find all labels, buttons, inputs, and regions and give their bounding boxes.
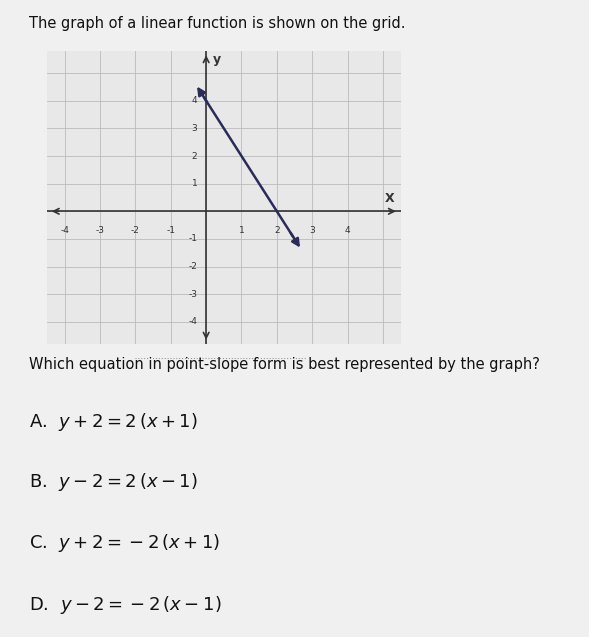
Text: 4: 4 — [345, 227, 350, 236]
Text: 3: 3 — [191, 124, 197, 133]
Text: -1: -1 — [166, 227, 176, 236]
Text: Which equation in point-slope form is best represented by the graph?: Which equation in point-slope form is be… — [29, 357, 540, 372]
Text: 1: 1 — [191, 179, 197, 188]
Text: 3: 3 — [309, 227, 315, 236]
Text: y: y — [213, 53, 221, 66]
Text: A.  $y+2=2\,(x+1)$: A. $y+2=2\,(x+1)$ — [29, 411, 198, 433]
Text: 4: 4 — [191, 96, 197, 105]
Text: -3: -3 — [95, 227, 105, 236]
Text: -2: -2 — [188, 262, 197, 271]
Text: -3: -3 — [188, 290, 197, 299]
Text: -1: -1 — [188, 234, 197, 243]
Text: C.  $y+2=-2\,(x+1)$: C. $y+2=-2\,(x+1)$ — [29, 532, 221, 554]
Text: -4: -4 — [60, 227, 70, 236]
Text: -2: -2 — [131, 227, 140, 236]
Text: 1: 1 — [239, 227, 244, 236]
Text: -4: -4 — [188, 317, 197, 326]
Text: 2: 2 — [274, 227, 280, 236]
Text: The graph of a linear function is shown on the grid.: The graph of a linear function is shown … — [29, 16, 406, 31]
Text: X: X — [385, 192, 395, 204]
Text: 2: 2 — [191, 152, 197, 161]
Text: B.  $y-2=2\,(x-1)$: B. $y-2=2\,(x-1)$ — [29, 471, 198, 494]
Text: D.  $y-2=-2\,(x-1)$: D. $y-2=-2\,(x-1)$ — [29, 594, 222, 616]
